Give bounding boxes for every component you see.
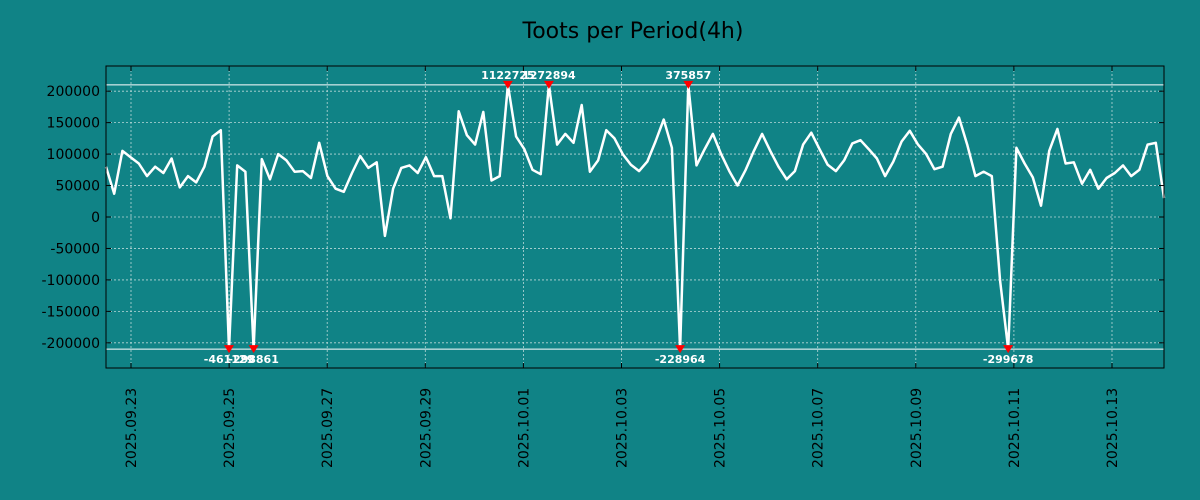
outlier-marker xyxy=(543,80,554,89)
x-tick-label: 2025.10.05 xyxy=(713,388,729,468)
outlier-label: -461129 xyxy=(204,353,255,366)
y-tick-label: 0 xyxy=(91,210,100,226)
x-tick-label: 2025.09.27 xyxy=(320,388,336,468)
limit-lines xyxy=(106,84,1164,350)
outlier-label: -298861 xyxy=(228,353,279,366)
outlier-label: -299678 xyxy=(983,353,1034,366)
outlier-marker xyxy=(1003,345,1014,354)
series-line-toots xyxy=(104,83,1166,351)
y-tick-label: -150000 xyxy=(42,304,101,320)
outlier-label: 1272894 xyxy=(522,69,576,82)
y-tick-label: 100000 xyxy=(47,147,100,163)
chart-title: Toots per Period(4h) xyxy=(522,19,744,44)
x-tick-label: 2025.10.01 xyxy=(516,388,532,468)
marker-layer xyxy=(224,80,1014,354)
outlier-marker xyxy=(224,345,235,354)
outlier-label: 1122725 xyxy=(481,69,535,82)
outlier-marker xyxy=(683,80,694,89)
series-layer xyxy=(104,83,1166,351)
y-tick-label: -100000 xyxy=(42,273,101,289)
x-tick-label: 2025.10.11 xyxy=(1007,388,1023,468)
x-tick-label: 2025.09.23 xyxy=(124,388,140,468)
y-tick-label: 50000 xyxy=(55,179,100,195)
outlier-label: 375857 xyxy=(665,69,711,82)
x-axis: 2025.09.23 2025.09.25 2025.09.27 2025.09.29… xyxy=(124,66,1121,468)
x-tick-label: 2025.10.07 xyxy=(811,388,827,468)
y-tick-label: -50000 xyxy=(50,241,100,257)
x-tick-label: 2025.09.29 xyxy=(418,388,434,468)
grid xyxy=(106,66,1164,368)
x-tick-label: 2025.10.03 xyxy=(615,388,631,468)
y-tick-label: 200000 xyxy=(47,84,100,100)
y-tick-label: 150000 xyxy=(47,116,100,132)
plot-frame xyxy=(105,65,1165,369)
x-tick-label: 2025.10.09 xyxy=(909,388,925,468)
outlier-label: -228964 xyxy=(655,353,706,366)
y-axis: -200000 -150000 -100000 -50000 0 50000 100000 1… xyxy=(42,84,1164,352)
x-tick-label: 2025.10.13 xyxy=(1105,388,1121,468)
y-tick-label: -200000 xyxy=(42,336,101,352)
outlier-marker xyxy=(502,80,513,89)
outlier-marker xyxy=(675,345,686,354)
outlier-marker xyxy=(248,345,259,354)
x-tick-label: 2025.09.25 xyxy=(222,388,238,468)
